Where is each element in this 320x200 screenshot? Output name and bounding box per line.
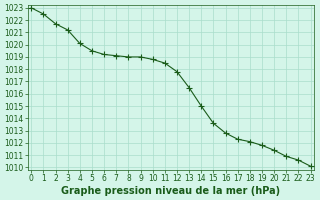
X-axis label: Graphe pression niveau de la mer (hPa): Graphe pression niveau de la mer (hPa)	[61, 186, 280, 196]
